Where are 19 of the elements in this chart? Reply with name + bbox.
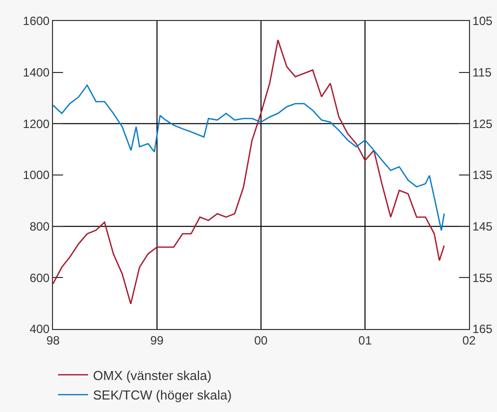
y-tick-label: 1000 [22,168,50,182]
y2-tick-label: 125 [472,116,493,131]
x-tick-label: 01 [358,333,372,348]
y2-tick-label: 145 [472,220,493,234]
line-series [53,84,445,232]
legend-label: SEK/TCW (höger skala) [93,388,232,403]
y2-tick-label: 135 [472,168,493,182]
y-tick-label: 1200 [22,116,50,131]
y-tick-label: 600 [30,270,50,285]
legend-label: OMX (vänster skala) [93,368,212,383]
y2-tick-label: 155 [472,270,493,285]
y2-tick-label: 105 [472,14,493,28]
x-tick-label: 00 [254,333,268,348]
x-tick-label: 99 [150,333,164,348]
y-tick-label: 1400 [22,66,50,80]
y-tick-label: 1600 [22,14,50,28]
y2-tick-label: 115 [472,66,492,80]
line-series [53,39,445,304]
y-tick-label: 800 [30,220,50,234]
